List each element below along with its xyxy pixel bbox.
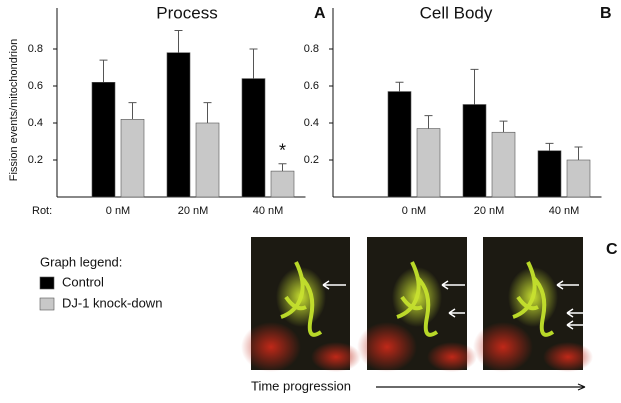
chart-title: Process <box>156 3 217 22</box>
bar <box>462 104 487 198</box>
legend-label: Control <box>62 274 104 289</box>
error-bar <box>174 30 183 53</box>
microscopy-images: C Time progression <box>241 237 618 393</box>
error-bar <box>499 120 508 133</box>
bar <box>491 131 516 198</box>
error-bar <box>203 102 212 123</box>
x-axis-label: Rot: <box>32 205 52 217</box>
image-frame-1 <box>241 237 361 372</box>
x-tick-label: 40 nM <box>253 205 284 217</box>
bar <box>166 52 191 198</box>
y-tick-label: 0.6 <box>28 80 43 92</box>
x-tick-label: 20 nM <box>474 205 505 217</box>
error-bar <box>249 48 258 79</box>
x-tick-label: 20 nM <box>178 205 209 217</box>
annotation: * <box>279 140 286 160</box>
bar <box>566 159 591 198</box>
bar <box>241 78 266 198</box>
error-bar <box>574 146 583 160</box>
bar <box>416 128 441 198</box>
x-tick-label: 0 nM <box>402 205 426 217</box>
image-frame-3 <box>473 237 593 372</box>
y-tick-label: 0.4 <box>28 117 43 129</box>
legend-swatch <box>39 276 55 290</box>
error-bar <box>99 59 108 83</box>
y-tick-label: 0.8 <box>28 43 43 55</box>
error-bar <box>424 115 433 129</box>
bar <box>91 82 116 198</box>
y-tick-label: 0.8 <box>304 43 319 55</box>
image-caption: Time progression <box>251 378 351 393</box>
error-bar <box>545 142 554 151</box>
error-bar <box>470 68 479 105</box>
panel-label: C <box>606 241 618 258</box>
y-tick-label: 0.4 <box>304 117 319 129</box>
bar <box>270 170 295 198</box>
panel-label: A <box>314 5 326 22</box>
time-arrow <box>376 383 586 391</box>
chart-title: Cell Body <box>420 3 493 22</box>
error-bar <box>395 81 404 92</box>
panel-label: B <box>600 5 612 22</box>
image-frame-2 <box>357 237 477 372</box>
error-bar <box>128 102 137 120</box>
y-axis-label: Fission events/mitochondrion <box>8 39 20 181</box>
bar <box>195 122 220 198</box>
x-tick-label: 40 nM <box>549 205 580 217</box>
bar <box>120 119 145 198</box>
legend-swatch <box>39 297 55 311</box>
bar <box>537 150 562 198</box>
y-tick-label: 0.2 <box>28 154 43 166</box>
x-tick-label: 0 nM <box>106 205 130 217</box>
y-tick-label: 0.2 <box>304 154 319 166</box>
error-bar <box>278 163 287 172</box>
bar <box>387 91 412 198</box>
y-tick-label: 0.6 <box>304 80 319 92</box>
legend-title: Graph legend: <box>40 254 122 269</box>
legend-label: DJ-1 knock-down <box>62 295 162 310</box>
